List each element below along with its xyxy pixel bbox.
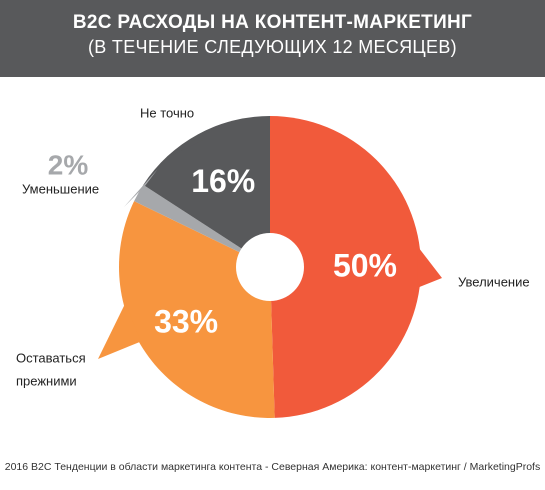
slice-category-label: Уменьшение (22, 182, 99, 197)
source-note: 2016 B2C Тенденции в области маркетинга … (4, 461, 541, 473)
slice-value-label: 16% (191, 163, 255, 199)
header-banner: B2C РАСХОДЫ НА КОНТЕНТ-МАРКЕТИНГ (В ТЕЧЕ… (0, 0, 545, 77)
slice-category-label: прежними (16, 374, 77, 389)
slice-value-label: 2% (48, 150, 89, 181)
slice-value-label: 50% (333, 248, 397, 284)
slice-value-label: 33% (154, 303, 218, 339)
slice-category-label: Не точно (140, 106, 194, 121)
slice-callout-pointer (98, 303, 141, 359)
pie-slice (134, 184, 270, 267)
slice-category-label: Увеличение (458, 275, 530, 290)
donut-hole (236, 233, 304, 301)
pie-slice (270, 116, 422, 418)
slice-category-label: Оставаться (16, 351, 86, 366)
chart-title: B2C РАСХОДЫ НА КОНТЕНТ-МАРКЕТИНГ (72, 12, 473, 33)
chart-subtitle: (В ТЕЧЕНИЕ СЛЕДУЮЩИХ 12 МЕСЯЦЕВ) (88, 37, 457, 57)
pie-chart: 50% Увеличение 33% Оставаться прежними 2%Умен… (16, 106, 530, 419)
slice-callout-pointer (417, 246, 442, 288)
pie-slice (118, 201, 275, 419)
